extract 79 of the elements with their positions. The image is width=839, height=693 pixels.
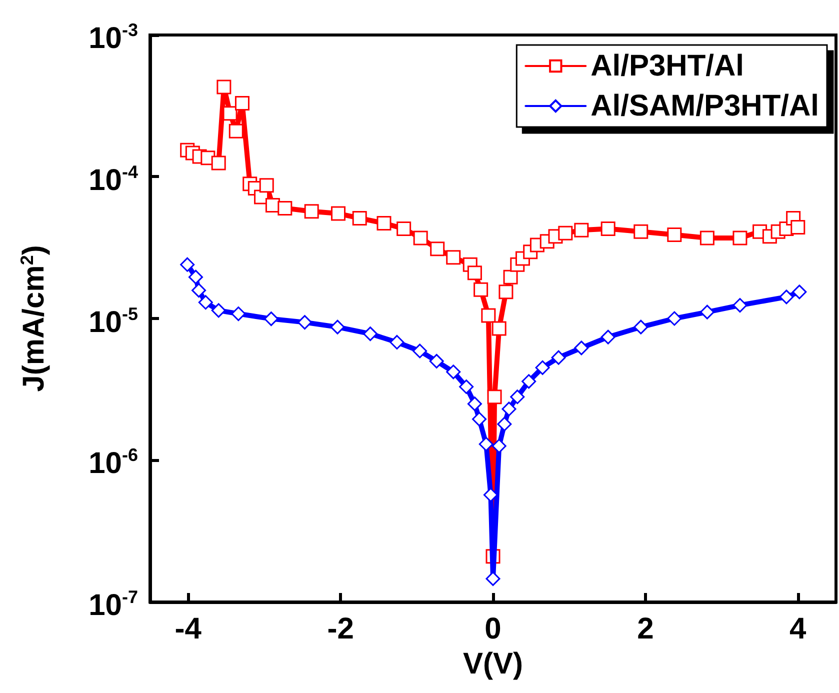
point: [790, 220, 806, 235]
x-axis-title: V(V): [463, 647, 523, 680]
legend-label: Al/SAM/P3HT/Al: [590, 90, 820, 122]
point: [331, 206, 346, 221]
point: [363, 326, 378, 342]
point: [574, 222, 589, 238]
point: [234, 96, 250, 110]
point: [222, 106, 238, 121]
point: [779, 290, 794, 304]
x-tick-label: 0: [484, 612, 502, 646]
point: [330, 320, 345, 334]
point: [600, 221, 616, 236]
x-tick-label: -2: [327, 612, 354, 646]
point: [188, 270, 203, 284]
point: [522, 374, 536, 389]
point: [259, 178, 274, 193]
point: [180, 257, 195, 272]
point: [503, 270, 518, 284]
point: [429, 354, 444, 368]
point: [278, 200, 292, 216]
point: [551, 350, 566, 365]
x-tick-label: 2: [637, 612, 654, 646]
point: [228, 124, 244, 138]
point: [446, 250, 461, 265]
point: [486, 571, 500, 586]
point: [634, 320, 648, 334]
point: [390, 334, 404, 350]
y-tick-label: 10$^{-4}$: [88, 162, 138, 197]
point: [492, 321, 506, 336]
point: [732, 230, 748, 246]
point: [600, 330, 616, 344]
point: [352, 210, 367, 226]
point: [192, 283, 206, 298]
point: [264, 312, 278, 326]
legend-label: Al/P3HT/Al: [590, 50, 744, 82]
point: [430, 242, 445, 256]
point: [376, 216, 392, 230]
point: [667, 311, 682, 326]
point: [497, 416, 512, 432]
point: [483, 488, 498, 502]
point: [700, 230, 714, 246]
point: [700, 304, 714, 320]
y-tick-label: 10$^{-7}$: [88, 587, 138, 622]
y-tick-label: 10$^{-5}$: [88, 304, 138, 338]
point: [231, 306, 246, 322]
point: [558, 226, 573, 240]
y-tick-label: 10$^{-3}$: [88, 20, 138, 55]
point: [634, 224, 648, 239]
point: [667, 227, 682, 242]
point: [487, 390, 502, 404]
point: [502, 402, 516, 416]
point: [216, 80, 232, 94]
point: [467, 266, 482, 280]
point: [574, 340, 589, 356]
point: [498, 284, 514, 300]
point: [467, 396, 482, 412]
point: [492, 438, 506, 454]
y-axis-title: J(mA/cm2): [17, 245, 50, 392]
point: [732, 298, 748, 313]
x-tick-label: 4: [790, 612, 807, 646]
point: [297, 315, 312, 330]
point: [535, 360, 550, 375]
point: [396, 221, 412, 236]
x-tick-label: -4: [174, 612, 202, 646]
point: [459, 380, 474, 394]
point: [198, 295, 213, 310]
point: [413, 230, 428, 246]
point: [792, 284, 807, 300]
point: [481, 308, 496, 323]
point: [211, 156, 226, 170]
point: [478, 436, 494, 452]
y-tick-label: 10$^{-6}$: [88, 445, 138, 480]
point: [412, 344, 428, 358]
point: [304, 204, 319, 219]
point: [472, 412, 487, 426]
point: [446, 364, 461, 380]
point: [510, 390, 525, 404]
point: [474, 282, 488, 297]
point: [211, 303, 226, 318]
